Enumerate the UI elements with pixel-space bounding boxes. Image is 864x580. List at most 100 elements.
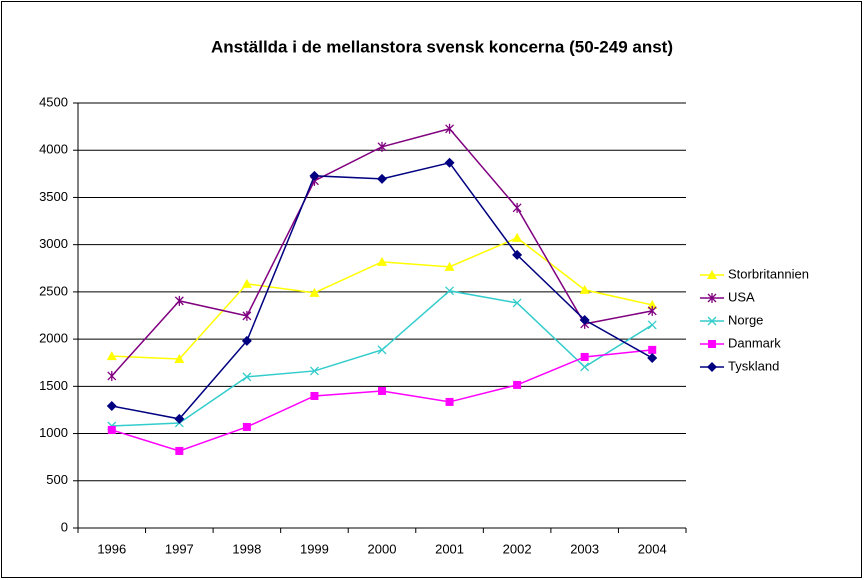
data-point [310,391,319,400]
y-tick-label: 500 [46,472,68,487]
data-point [512,249,523,260]
marker-shape [512,202,522,213]
marker-shape [647,299,658,309]
marker-shape [242,372,252,382]
data-point [377,173,387,184]
marker-shape [378,386,386,395]
x-tick-label: 2002 [503,541,532,556]
data-point [106,400,117,411]
y-tick-label: 4000 [39,142,68,157]
marker-shape [174,413,185,424]
marker-shape [445,286,455,296]
data-point [377,345,387,355]
data-point [309,366,319,376]
data-point [512,298,522,308]
marker-shape [242,422,251,431]
data-point [106,351,117,361]
x-tick-label: 1996 [97,541,126,556]
y-tick-label: 2000 [39,331,68,346]
marker-shape [647,320,657,330]
chart-title: Anställda i de mellanstora svensk koncer… [211,37,673,56]
marker-shape [310,391,319,400]
legend-label: Storbritannien [728,266,809,281]
data-point [512,232,523,242]
marker-shape [445,397,454,406]
y-tick-label: 4500 [39,94,68,109]
data-point [241,278,252,288]
x-tick-label: 2001 [435,541,464,556]
data-point [445,123,455,134]
y-tick-label: 1000 [39,425,68,440]
data-point [445,397,454,406]
legend-label: Tyskland [728,358,779,373]
data-point [444,157,455,168]
marker-shape [444,157,455,168]
legend-marker [707,270,717,279]
data-point [309,170,320,181]
data-point [377,256,387,266]
marker-shape [708,340,716,348]
marker-shape [647,353,658,363]
x-tick-label: 2000 [368,541,397,556]
marker-shape [580,362,590,372]
marker-shape [242,310,252,321]
marker-shape [309,287,320,297]
legend-marker [707,316,717,326]
marker-shape [377,141,387,152]
data-point [445,286,455,296]
marker-shape [707,270,717,279]
data-point [175,446,184,455]
marker-shape [579,284,590,294]
data-point [512,202,522,213]
data-point [647,299,658,309]
data-point [580,362,590,372]
marker-shape [512,232,523,242]
data-point [647,320,657,330]
data-point [174,295,184,306]
marker-shape [707,316,717,326]
marker-shape [174,295,184,306]
x-tick-label: 1997 [165,541,194,556]
marker-shape [512,298,522,308]
x-tick-label: 1998 [232,541,261,556]
data-point [309,287,320,297]
legend-marker [707,293,717,303]
marker-shape [444,261,455,271]
marker-shape [707,293,717,303]
marker-shape [241,335,252,346]
marker-shape [377,256,387,266]
marker-shape [580,352,589,361]
y-tick-label: 1500 [39,378,68,393]
legend-label: Danmark [728,335,781,350]
legend-marker [708,340,716,348]
marker-shape [174,353,185,363]
y-tick-label: 2500 [39,283,68,298]
y-tick-label: 0 [61,519,68,534]
data-point [579,314,590,325]
y-tick-label: 3000 [39,236,68,251]
marker-shape [513,380,522,389]
marker-shape [579,314,590,325]
y-tick-label: 3500 [39,189,68,204]
marker-shape [707,362,717,372]
marker-shape [241,278,252,288]
marker-shape [106,351,117,361]
data-point [378,386,386,395]
data-point [107,425,116,434]
marker-shape [107,425,116,434]
data-point [241,335,252,346]
data-point [242,310,252,321]
data-point [377,141,387,152]
legend-label: Norge [728,312,763,327]
data-point [648,345,657,354]
marker-shape [648,345,657,354]
marker-shape [377,345,387,355]
marker-shape [647,305,657,316]
data-point [647,305,657,316]
data-point [513,380,522,389]
marker-shape [377,173,387,184]
data-point [174,413,185,424]
marker-shape [309,366,319,376]
